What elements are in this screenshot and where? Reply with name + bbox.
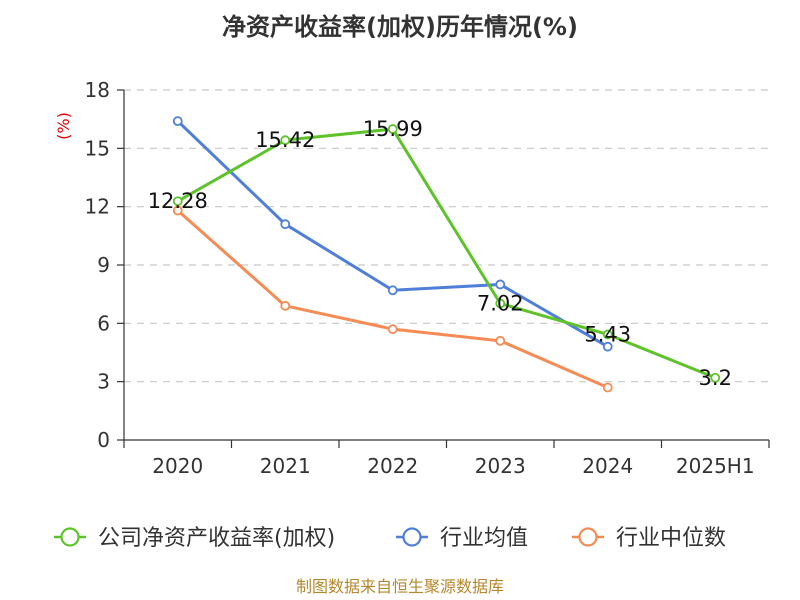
y-tick-label: 3: [97, 370, 110, 394]
data-point: [387, 324, 398, 335]
y-tick-label: 18: [85, 78, 110, 102]
data-point: [280, 135, 291, 146]
data-point: [602, 382, 613, 393]
data-label: 5.43: [584, 322, 631, 346]
series-points: [172, 116, 721, 393]
legend-item[interactable]: 行业均值: [396, 526, 528, 551]
x-tick-label: 2023: [475, 454, 526, 478]
legend-label: 行业中位数: [616, 526, 726, 551]
data-label: 12.28: [148, 189, 208, 213]
legend[interactable]: 公司净资产收益率(加权) 行业均值 行业中位数: [54, 526, 726, 551]
x-tick-label: 2022: [367, 454, 418, 478]
legend-label: 行业均值: [440, 526, 528, 551]
y-tick-label: 6: [97, 311, 110, 335]
legend-label: 公司净资产收益率(加权): [98, 526, 335, 551]
data-point: [495, 298, 506, 309]
data-point: [172, 116, 183, 127]
legend-marker: [402, 527, 422, 547]
data-point: [495, 335, 506, 346]
grid: [124, 89, 769, 383]
y-axis-label: (%): [54, 112, 73, 140]
data-labels: 12.28 15.42 15.99 7.02 5.43 3.2: [148, 117, 732, 390]
data-point: [710, 372, 721, 383]
y-tick-label: 0: [97, 428, 110, 452]
data-point: [172, 196, 183, 207]
data-point: [280, 219, 291, 230]
data-point: [495, 279, 506, 290]
x-tick-label: 2021: [260, 454, 311, 478]
data-label: 7.02: [477, 292, 524, 316]
axes: [117, 89, 770, 448]
x-tick-label: 2025H1: [676, 454, 755, 478]
data-label: 15.42: [255, 128, 315, 152]
data-label: 15.99: [363, 117, 423, 141]
y-tick-label: 9: [97, 253, 110, 277]
series-line: [176, 209, 609, 389]
x-tick-label: 2020: [152, 454, 203, 478]
data-point: [172, 205, 183, 216]
data-point: [387, 285, 398, 296]
legend-marker: [60, 527, 80, 547]
legend-item[interactable]: 公司净资产收益率(加权): [54, 526, 335, 551]
data-point: [280, 300, 291, 311]
chart-title: 净资产收益率(加权)历年情况(%): [222, 13, 578, 41]
y-tick-label: 15: [85, 136, 110, 160]
x-tick-labels: 2020 2021 2022 2023 2024 2025H1: [152, 454, 754, 478]
data-point: [387, 124, 398, 134]
y-tick-label: 12: [85, 195, 110, 219]
data-point: [602, 329, 613, 340]
series-line: [176, 120, 609, 348]
series-line: [177, 127, 716, 380]
data-point: [602, 341, 613, 352]
legend-item[interactable]: 行业中位数: [572, 526, 726, 551]
legend-marker: [578, 527, 598, 547]
source-note: 制图数据来自恒生聚源数据库: [296, 577, 504, 596]
data-label: 3.2: [699, 366, 732, 390]
series-lines: [176, 120, 716, 389]
y-tick-labels: 0 3 6 9 12 15 18: [85, 78, 110, 452]
x-tick-label: 2024: [582, 454, 633, 478]
